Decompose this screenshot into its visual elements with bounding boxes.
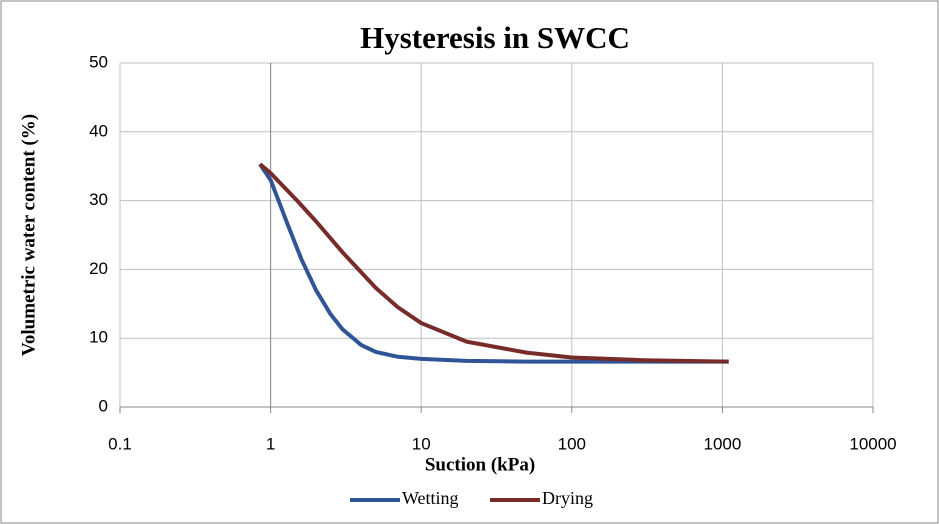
y-tick-label: 30 bbox=[89, 190, 108, 209]
y-tick-label: 20 bbox=[89, 259, 108, 278]
legend-label: Wetting bbox=[402, 488, 459, 508]
line-series bbox=[258, 162, 729, 364]
x-tick-label: 0.1 bbox=[108, 434, 132, 453]
y-tick-label: 40 bbox=[89, 121, 108, 140]
x-tick-label: 1 bbox=[266, 434, 275, 453]
x-tick-label: 100 bbox=[558, 434, 586, 453]
y-tick-label: 10 bbox=[89, 328, 108, 347]
y-axis-label: Volumetric water content (%) bbox=[18, 114, 39, 356]
legend-label: Drying bbox=[542, 488, 593, 508]
chart-title: Hysteresis in SWCC bbox=[360, 20, 630, 55]
x-tick-label: 10000 bbox=[849, 434, 896, 453]
line-series bbox=[258, 163, 729, 364]
x-tick-label: 1000 bbox=[703, 434, 741, 453]
x-tick-label: 10 bbox=[412, 434, 431, 453]
y-tick-label: 50 bbox=[89, 52, 108, 71]
x-axis-label: Suction (kPa) bbox=[425, 454, 535, 475]
y-tick-label: 0 bbox=[99, 396, 108, 415]
